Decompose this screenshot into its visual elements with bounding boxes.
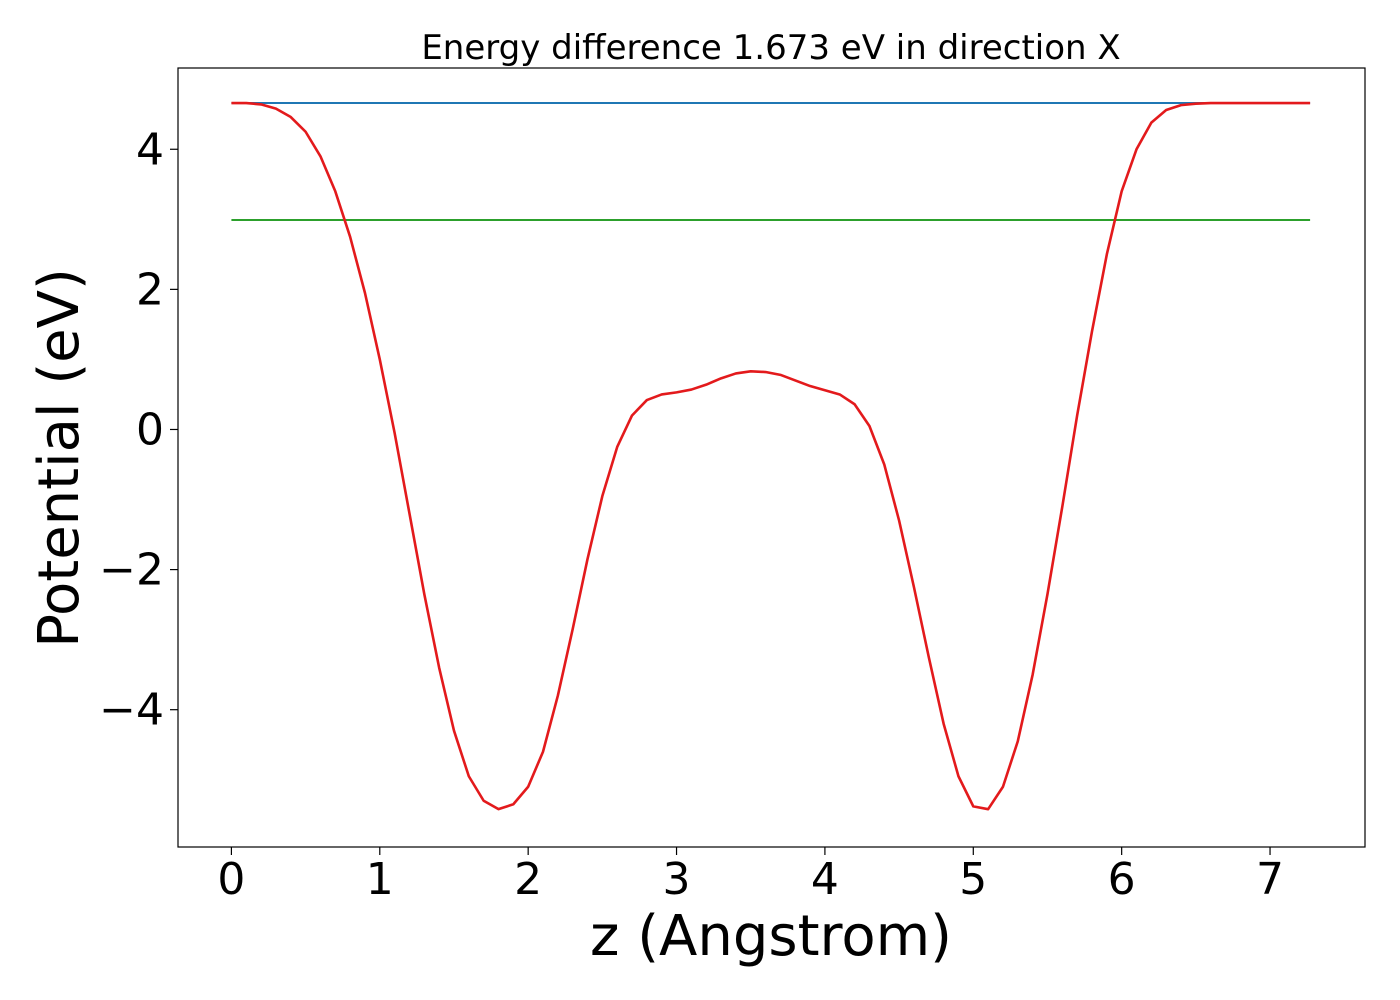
y-axis-title: Potential (eV) (27, 268, 92, 648)
plot-area (231, 101, 1311, 811)
x-tick-label: 1 (366, 854, 394, 905)
x-tick-label: 0 (217, 854, 245, 905)
y-tick-label: 2 (136, 264, 164, 315)
x-axis: 0 1 2 3 4 5 6 7 (217, 847, 1284, 905)
x-axis-title: z (Angstrom) (590, 904, 952, 969)
x-tick-label: 5 (959, 854, 987, 905)
y-tick-label: 4 (136, 124, 164, 175)
y-axis: −4 −2 0 2 4 (99, 124, 178, 736)
x-tick-label: 7 (1256, 854, 1284, 905)
x-tick-label: 2 (514, 854, 542, 905)
x-tick-label: 4 (811, 854, 839, 905)
chart-title: Energy difference 1.673 eV in direction … (421, 28, 1120, 68)
y-tick-label: −4 (99, 685, 164, 736)
x-tick-label: 6 (1108, 854, 1136, 905)
y-tick-label: −2 (99, 545, 164, 596)
series-line-2 (231, 101, 1311, 811)
y-tick-label: 0 (136, 404, 164, 455)
plot-frame (177, 67, 1366, 848)
x-tick-label: 3 (663, 854, 691, 905)
